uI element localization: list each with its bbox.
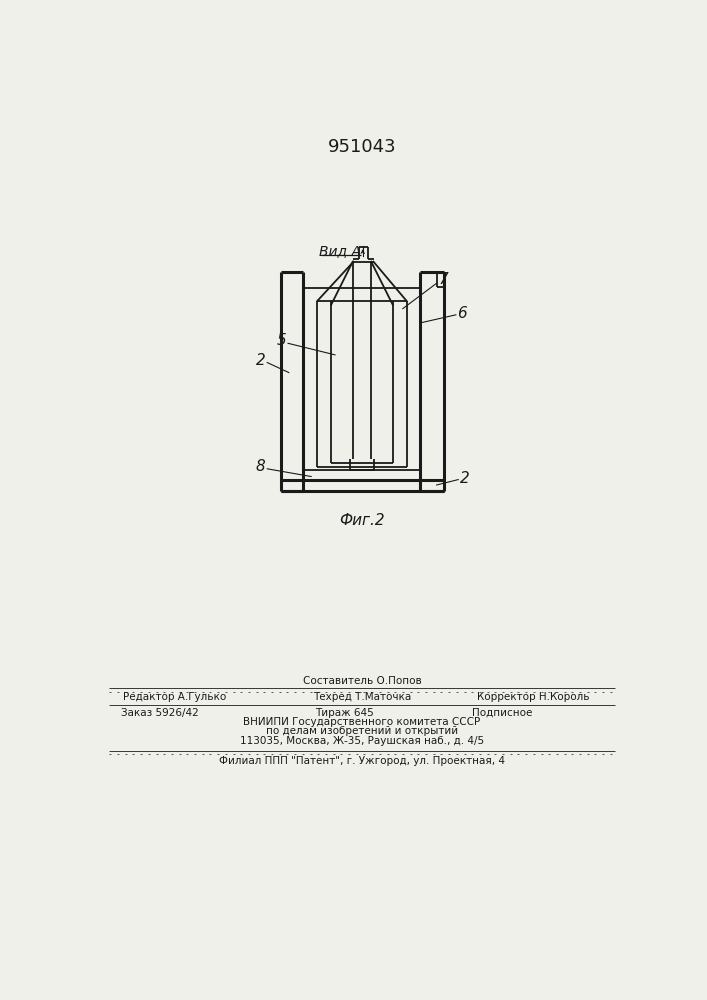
Text: Корректор Н.Король: Корректор Н.Король bbox=[477, 692, 589, 702]
Text: Подписное: Подписное bbox=[472, 708, 532, 718]
Text: Фиг.2: Фиг.2 bbox=[339, 513, 385, 528]
Text: Тираж 645: Тираж 645 bbox=[315, 708, 373, 718]
Text: 2: 2 bbox=[460, 471, 469, 486]
Text: 8: 8 bbox=[256, 459, 266, 474]
Text: 113035, Москва, Ж-35, Раушская наб., д. 4/5: 113035, Москва, Ж-35, Раушская наб., д. … bbox=[240, 736, 484, 746]
Text: Филиал ППП "Патент", г. Ужгород, ул. Проектная, 4: Филиал ППП "Патент", г. Ужгород, ул. Про… bbox=[219, 756, 505, 766]
Text: Вид А: Вид А bbox=[320, 244, 361, 258]
Text: Техред Т.Маточка: Техред Т.Маточка bbox=[312, 692, 411, 702]
Text: Редактор А.Гулько: Редактор А.Гулько bbox=[123, 692, 226, 702]
Text: ВНИИПИ Государственного комитета СССР: ВНИИПИ Государственного комитета СССР bbox=[243, 717, 481, 727]
Text: 6: 6 bbox=[457, 306, 467, 321]
Text: 2: 2 bbox=[256, 353, 266, 368]
Text: Составитель О.Попов: Составитель О.Попов bbox=[303, 676, 421, 686]
Text: Заказ 5926/42: Заказ 5926/42 bbox=[121, 708, 199, 718]
Text: по делам изобретений и открытий: по делам изобретений и открытий bbox=[266, 726, 458, 736]
Text: 7: 7 bbox=[439, 272, 449, 287]
Text: 951043: 951043 bbox=[327, 138, 396, 156]
Text: 5: 5 bbox=[276, 333, 286, 348]
